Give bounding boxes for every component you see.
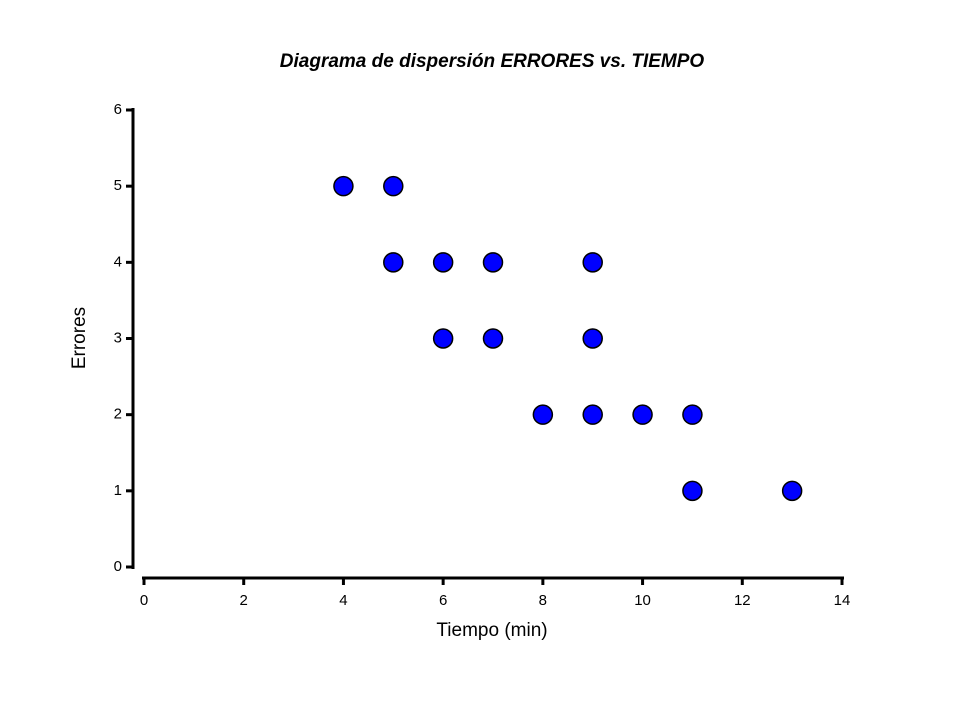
y-tick-label: 3 (114, 329, 122, 346)
x-tick-label: 14 (834, 592, 851, 609)
x-tick-label: 4 (339, 592, 347, 609)
point (482, 252, 504, 273)
y-tick-label: 4 (114, 253, 122, 270)
x-tick-label: 10 (634, 592, 651, 609)
point (781, 480, 803, 502)
point (383, 175, 404, 197)
point (682, 480, 703, 502)
point (582, 328, 603, 349)
y-tick-label: 6 (114, 101, 122, 118)
x-tick-label: 6 (439, 592, 447, 609)
x-tick-label: 12 (734, 592, 751, 609)
point (432, 252, 454, 273)
y-axis-label: Errores (69, 307, 90, 369)
point (532, 404, 554, 425)
point (632, 404, 653, 425)
x-tick-label: 0 (140, 592, 148, 609)
point (682, 404, 703, 425)
point (482, 328, 504, 349)
y-tick-label: 0 (114, 558, 122, 575)
point (582, 404, 603, 425)
x-tick-label: 2 (240, 592, 248, 609)
point (333, 175, 354, 197)
x-tick-label: 8 (539, 592, 547, 609)
chart-title: Diagrama de dispersión ERRORES vs. TIEMP… (280, 51, 705, 72)
y-tick-label: 1 (114, 482, 122, 499)
y-tick-label: 5 (114, 177, 122, 194)
point (582, 252, 603, 273)
y-tick-label: 2 (114, 406, 122, 423)
point (383, 252, 404, 273)
point (432, 328, 454, 349)
x-axis-label: Tiempo (min) (436, 620, 547, 641)
